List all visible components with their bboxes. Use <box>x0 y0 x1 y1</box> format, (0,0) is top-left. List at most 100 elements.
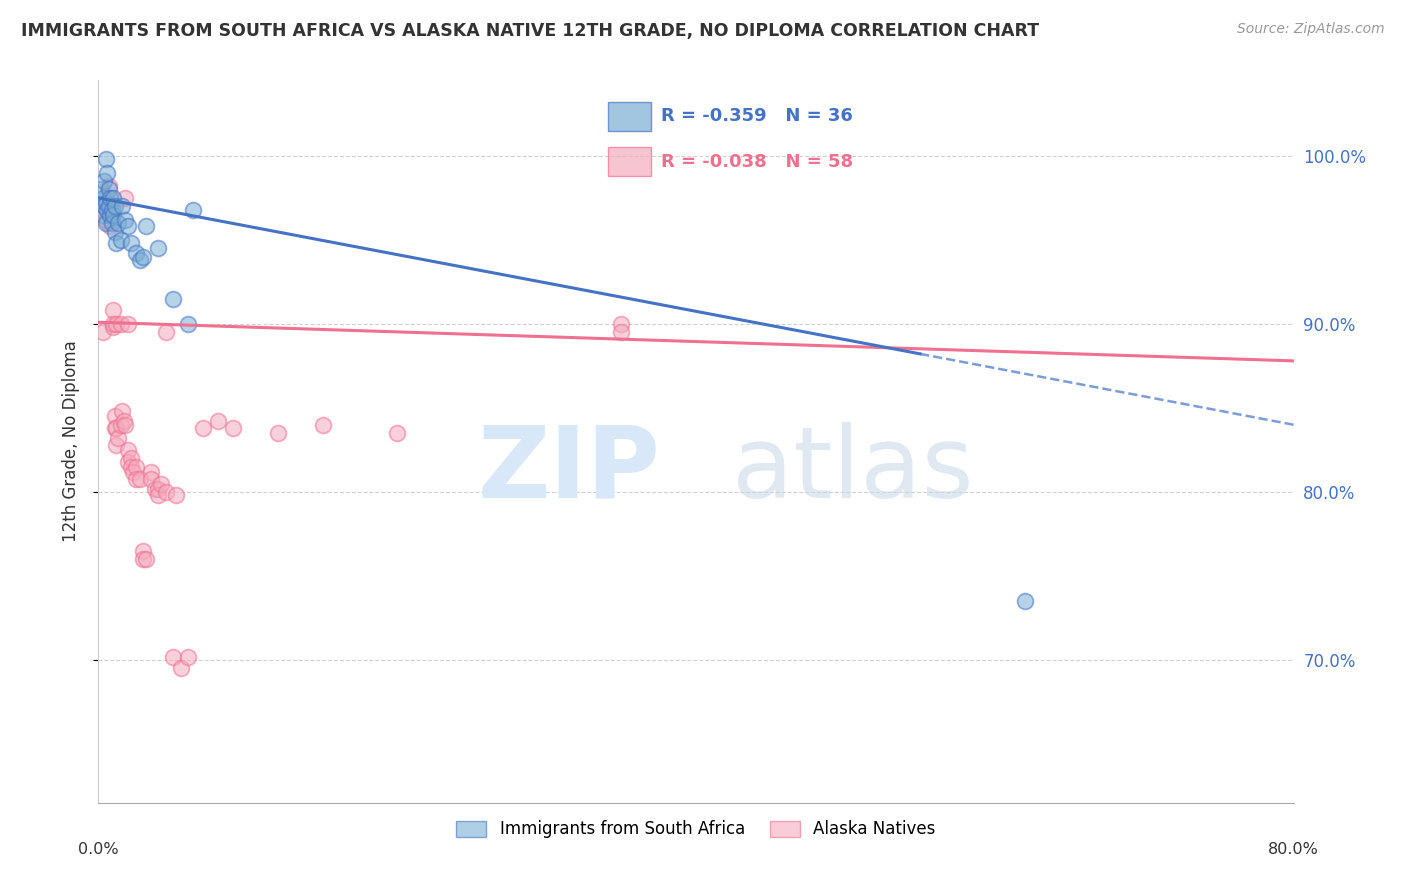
Text: 0.0%: 0.0% <box>79 842 118 856</box>
Point <box>181 202 204 217</box>
Point <box>98 208 122 222</box>
Point <box>121 465 143 479</box>
Point <box>105 236 128 251</box>
Point <box>103 320 125 334</box>
Point <box>107 216 129 230</box>
Point <box>96 202 118 217</box>
Point <box>117 317 139 331</box>
Legend: Immigrants from South Africa, Alaska Natives: Immigrants from South Africa, Alaska Nat… <box>450 814 942 845</box>
Point <box>120 459 142 474</box>
Point <box>311 417 333 432</box>
Point <box>103 303 125 318</box>
Point <box>135 219 157 234</box>
Point <box>98 208 122 222</box>
Point <box>162 649 184 664</box>
Point <box>132 552 155 566</box>
Point <box>114 191 136 205</box>
Point <box>132 543 155 558</box>
Point <box>117 455 139 469</box>
Point <box>103 208 125 222</box>
Text: Source: ZipAtlas.com: Source: ZipAtlas.com <box>1237 22 1385 37</box>
Point <box>93 199 115 213</box>
Point <box>104 199 127 213</box>
Point <box>125 246 148 260</box>
Point <box>103 191 125 205</box>
Point <box>191 421 214 435</box>
Point <box>97 199 120 213</box>
Point <box>267 426 290 441</box>
Point <box>177 649 200 664</box>
Point <box>105 421 128 435</box>
Point <box>97 182 120 196</box>
Point <box>139 471 162 485</box>
Point <box>177 317 200 331</box>
Point <box>94 191 117 205</box>
Point <box>139 465 162 479</box>
Point <box>97 208 120 222</box>
Point <box>112 414 135 428</box>
Point <box>610 326 633 340</box>
Point <box>129 253 152 268</box>
Point <box>98 191 122 205</box>
Point <box>94 153 117 167</box>
Point <box>155 326 177 340</box>
Point <box>117 442 139 457</box>
Point <box>120 451 142 466</box>
Point <box>96 166 118 180</box>
Point <box>94 196 117 211</box>
Text: atlas: atlas <box>733 422 973 519</box>
Text: ZIP: ZIP <box>477 422 661 519</box>
Point <box>111 199 134 213</box>
Point <box>120 236 142 251</box>
Point <box>169 661 191 675</box>
Point <box>105 317 128 331</box>
Point <box>155 485 177 500</box>
Y-axis label: 12th Grade, No Diploma: 12th Grade, No Diploma <box>62 341 80 542</box>
Point <box>135 552 157 566</box>
Point <box>101 212 124 227</box>
Point <box>94 212 117 227</box>
Point <box>110 417 132 432</box>
Point <box>162 292 184 306</box>
Point <box>1014 594 1036 608</box>
Point <box>165 488 187 502</box>
Point <box>91 208 114 222</box>
Point <box>148 488 170 502</box>
Point <box>117 219 139 234</box>
Point <box>104 409 127 424</box>
Point <box>91 326 114 340</box>
Point <box>385 426 409 441</box>
Point <box>90 182 112 196</box>
Point <box>129 471 152 485</box>
Point <box>104 421 127 435</box>
Point <box>101 216 124 230</box>
Point <box>98 219 122 234</box>
Point <box>143 482 166 496</box>
Point <box>222 421 245 435</box>
Point <box>97 179 120 194</box>
Point <box>110 233 132 247</box>
Point <box>148 482 170 496</box>
Point <box>150 476 173 491</box>
Point <box>103 317 125 331</box>
Point <box>125 471 148 485</box>
Text: IMMIGRANTS FROM SOUTH AFRICA VS ALASKA NATIVE 12TH GRADE, NO DIPLOMA CORRELATION: IMMIGRANTS FROM SOUTH AFRICA VS ALASKA N… <box>21 22 1039 40</box>
Point <box>105 438 128 452</box>
Text: 80.0%: 80.0% <box>1268 842 1319 856</box>
Point <box>111 404 134 418</box>
Point <box>104 225 127 239</box>
Point <box>125 459 148 474</box>
Point <box>207 414 229 428</box>
Point <box>110 317 132 331</box>
Point <box>101 199 124 213</box>
Point <box>101 202 124 217</box>
Point <box>132 250 155 264</box>
Point <box>91 191 114 205</box>
Point <box>148 241 170 255</box>
Point <box>94 216 117 230</box>
Point <box>91 202 114 217</box>
Point <box>97 199 120 213</box>
Point <box>93 174 115 188</box>
Point <box>114 212 136 227</box>
Point <box>610 317 633 331</box>
